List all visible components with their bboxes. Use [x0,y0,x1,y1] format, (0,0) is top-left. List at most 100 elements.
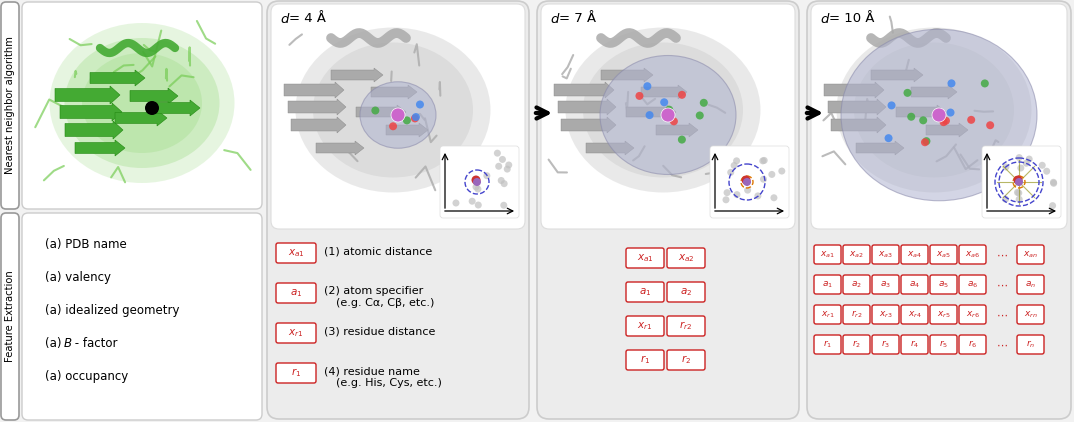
Circle shape [696,111,703,119]
Circle shape [1015,189,1022,197]
FancyBboxPatch shape [814,335,841,354]
Circle shape [940,118,947,126]
FancyBboxPatch shape [843,245,870,264]
FancyArrow shape [316,141,364,155]
Circle shape [1002,163,1010,170]
Circle shape [665,106,673,114]
FancyArrow shape [626,105,676,119]
Circle shape [942,117,949,125]
Circle shape [1043,168,1050,175]
Text: $\it{d}$: $\it{d}$ [821,12,830,26]
Text: $a_6$: $a_6$ [967,279,978,290]
Circle shape [946,108,955,116]
FancyArrow shape [896,105,946,119]
Ellipse shape [49,23,234,183]
Circle shape [885,134,892,142]
Text: $a_5$: $a_5$ [938,279,949,290]
FancyBboxPatch shape [1017,305,1044,324]
Text: $x_{r3}$: $x_{r3}$ [879,309,892,320]
Circle shape [1049,202,1056,209]
Text: $x_{rn}$: $x_{rn}$ [1024,309,1037,320]
FancyArrow shape [55,86,120,104]
FancyArrow shape [355,105,406,119]
Text: = 10 Å: = 10 Å [829,13,874,25]
Circle shape [1015,178,1024,186]
Circle shape [416,100,424,108]
Circle shape [700,99,708,107]
FancyArrow shape [291,117,346,133]
Circle shape [1022,160,1030,167]
FancyBboxPatch shape [440,146,519,218]
Circle shape [403,116,411,124]
Circle shape [921,138,929,146]
FancyBboxPatch shape [21,213,262,420]
Circle shape [1016,196,1022,203]
FancyArrow shape [856,141,904,155]
Circle shape [1050,179,1057,186]
Circle shape [903,89,912,97]
Text: $r_{r2}$: $r_{r2}$ [680,319,693,333]
Text: $\it{d}$: $\it{d}$ [280,12,290,26]
Text: $r_1$: $r_1$ [291,367,301,379]
FancyArrow shape [284,82,344,98]
FancyBboxPatch shape [1017,275,1044,294]
FancyBboxPatch shape [930,335,957,354]
Circle shape [678,135,686,143]
FancyBboxPatch shape [814,245,841,264]
Text: $x_{a2}$: $x_{a2}$ [678,252,695,264]
Circle shape [389,122,397,130]
Text: (3) residue distance: (3) residue distance [324,326,435,336]
Text: Feature Extraction: Feature Extraction [5,270,15,362]
FancyBboxPatch shape [872,275,899,294]
Text: (4) residue name: (4) residue name [324,366,420,376]
Ellipse shape [64,38,219,168]
Circle shape [372,106,379,114]
Text: $x_{r1}$: $x_{r1}$ [288,327,304,339]
Circle shape [475,186,481,192]
Text: $\cdots$: $\cdots$ [996,249,1007,260]
FancyBboxPatch shape [276,363,316,383]
FancyBboxPatch shape [276,243,316,263]
FancyBboxPatch shape [667,316,705,336]
Text: $x_{r1}$: $x_{r1}$ [821,309,834,320]
Text: Nearest neighbor algorithm: Nearest neighbor algorithm [5,36,15,174]
Circle shape [1014,189,1021,196]
Text: $x_{r6}$: $x_{r6}$ [966,309,979,320]
Text: = 7 Å: = 7 Å [558,13,596,25]
Text: (1) atomic distance: (1) atomic distance [324,246,432,256]
Circle shape [932,108,946,122]
Text: $r_4$: $r_4$ [910,339,919,350]
FancyBboxPatch shape [930,305,957,324]
Text: $r_5$: $r_5$ [939,339,948,350]
FancyArrow shape [831,117,886,133]
Text: $x_{r4}$: $x_{r4}$ [908,309,921,320]
FancyBboxPatch shape [710,146,789,218]
Text: (e.g. His, Cys, etc.): (e.g. His, Cys, etc.) [336,378,441,388]
Circle shape [391,108,405,122]
FancyBboxPatch shape [667,350,705,370]
FancyBboxPatch shape [1,213,19,420]
Circle shape [1050,180,1057,187]
FancyArrow shape [656,123,698,137]
Circle shape [661,108,674,122]
FancyBboxPatch shape [1017,245,1044,264]
Circle shape [760,157,768,164]
Circle shape [744,187,751,194]
Text: - factor: - factor [71,337,117,350]
Text: $r_{r2}$: $r_{r2}$ [851,309,862,320]
FancyArrow shape [926,123,968,137]
FancyBboxPatch shape [901,305,928,324]
FancyArrow shape [386,123,429,137]
Circle shape [779,168,785,175]
FancyBboxPatch shape [843,335,870,354]
Circle shape [734,157,740,164]
Ellipse shape [566,27,760,192]
FancyBboxPatch shape [1,2,19,209]
Text: $x_{a4}$: $x_{a4}$ [906,249,923,260]
Text: $r_2$: $r_2$ [681,354,691,366]
FancyArrow shape [66,121,124,139]
Ellipse shape [600,56,736,175]
Text: $x_{r5}$: $x_{r5}$ [937,309,950,320]
Circle shape [1017,165,1025,171]
Ellipse shape [313,43,473,178]
